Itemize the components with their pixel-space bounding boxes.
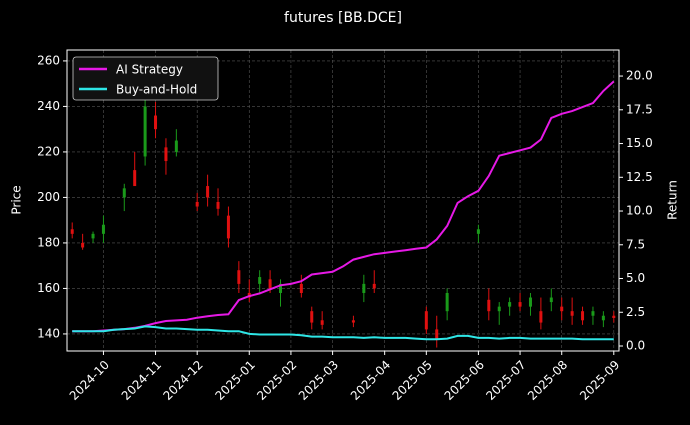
candle-body <box>279 283 283 293</box>
candle-body <box>601 315 605 321</box>
y2-tick-label: 5.0 <box>626 271 645 285</box>
x-tick-label: 2025-06 <box>442 358 487 403</box>
candle-body <box>445 292 449 312</box>
x-tick-label: 2025-02 <box>254 358 299 403</box>
x-tick-label: 2025-09 <box>577 358 622 403</box>
y2-axis-label: Return <box>666 180 680 220</box>
candle-body <box>133 170 137 187</box>
candle-body <box>164 147 168 162</box>
candle-body <box>195 201 199 207</box>
x-tick-label: 2025-03 <box>296 358 341 403</box>
y-tick-label: 240 <box>37 99 60 113</box>
x-tick-label: 2025-07 <box>483 358 528 403</box>
return-line <box>72 325 614 341</box>
chart-title: futures [BB.DCE] <box>284 10 402 26</box>
x-tick-label: 2025-08 <box>525 358 570 403</box>
candle-body <box>226 215 230 239</box>
candle-body <box>362 283 366 293</box>
candle-body <box>497 306 501 312</box>
y2-tick-label: 2.5 <box>626 305 645 319</box>
candle-body <box>528 297 532 307</box>
legend-label: AI Strategy <box>116 63 183 77</box>
y2-tick-label: 10.0 <box>626 204 653 218</box>
legend-box <box>72 56 219 101</box>
candle-body <box>91 233 95 239</box>
x-tick-label: 2024-11 <box>119 358 164 403</box>
y2-tick-label: 0.0 <box>626 339 645 353</box>
candle-body <box>299 283 303 293</box>
x-tick-label: 2025-05 <box>390 358 435 403</box>
candle-body <box>70 229 74 234</box>
candle-body <box>560 306 564 312</box>
candle-body <box>310 311 314 323</box>
y2-tick-label: 17.5 <box>626 102 653 116</box>
y2-tick-label: 7.5 <box>626 237 645 251</box>
y-tick-label: 160 <box>37 281 60 295</box>
plot-frame <box>66 49 620 352</box>
candle-body <box>237 270 241 284</box>
y-tick-label: 220 <box>37 144 60 158</box>
y-tick-label: 200 <box>37 190 60 204</box>
candle-body <box>591 311 595 316</box>
candle-body <box>216 201 220 209</box>
y2-tick-label: 15.0 <box>626 136 653 150</box>
candle-body <box>351 320 355 323</box>
candle-body <box>143 106 147 157</box>
x-tick-label: 2024-10 <box>67 358 112 403</box>
return-line <box>72 80 615 333</box>
candle-body <box>539 311 543 323</box>
candle-body <box>154 115 158 130</box>
y2-tick-label: 12.5 <box>626 170 653 184</box>
x-tick-label: 2025-01 <box>213 358 258 403</box>
y-tick-label: 180 <box>37 235 60 249</box>
y-axis-label: Price <box>10 185 24 214</box>
x-tick-label: 2025-04 <box>348 358 393 403</box>
candle-body <box>549 297 553 303</box>
legend-label: Buy-and-Hold <box>116 83 197 97</box>
y-tick-label: 260 <box>37 53 60 67</box>
x-tick-label: 2024-12 <box>160 358 205 403</box>
candle-body <box>268 279 272 289</box>
candle-body <box>518 302 522 307</box>
candle-body <box>81 242 85 248</box>
candle-body <box>487 299 491 312</box>
candle-body <box>206 186 210 198</box>
candle-body <box>570 311 574 316</box>
candle-body <box>581 311 585 321</box>
y2-tick-label: 20.0 <box>626 69 653 83</box>
y-tick-label: 140 <box>37 326 60 340</box>
candle-body <box>174 140 178 152</box>
candle-body <box>435 329 439 339</box>
candle-body <box>320 320 324 325</box>
candle-body <box>476 229 480 234</box>
candle-body <box>508 302 512 307</box>
candle-body <box>372 283 376 289</box>
candle-body <box>101 224 105 234</box>
candle-body <box>258 277 262 284</box>
candle-body <box>612 315 616 319</box>
candle-body <box>424 311 428 330</box>
candle-body <box>122 188 126 198</box>
